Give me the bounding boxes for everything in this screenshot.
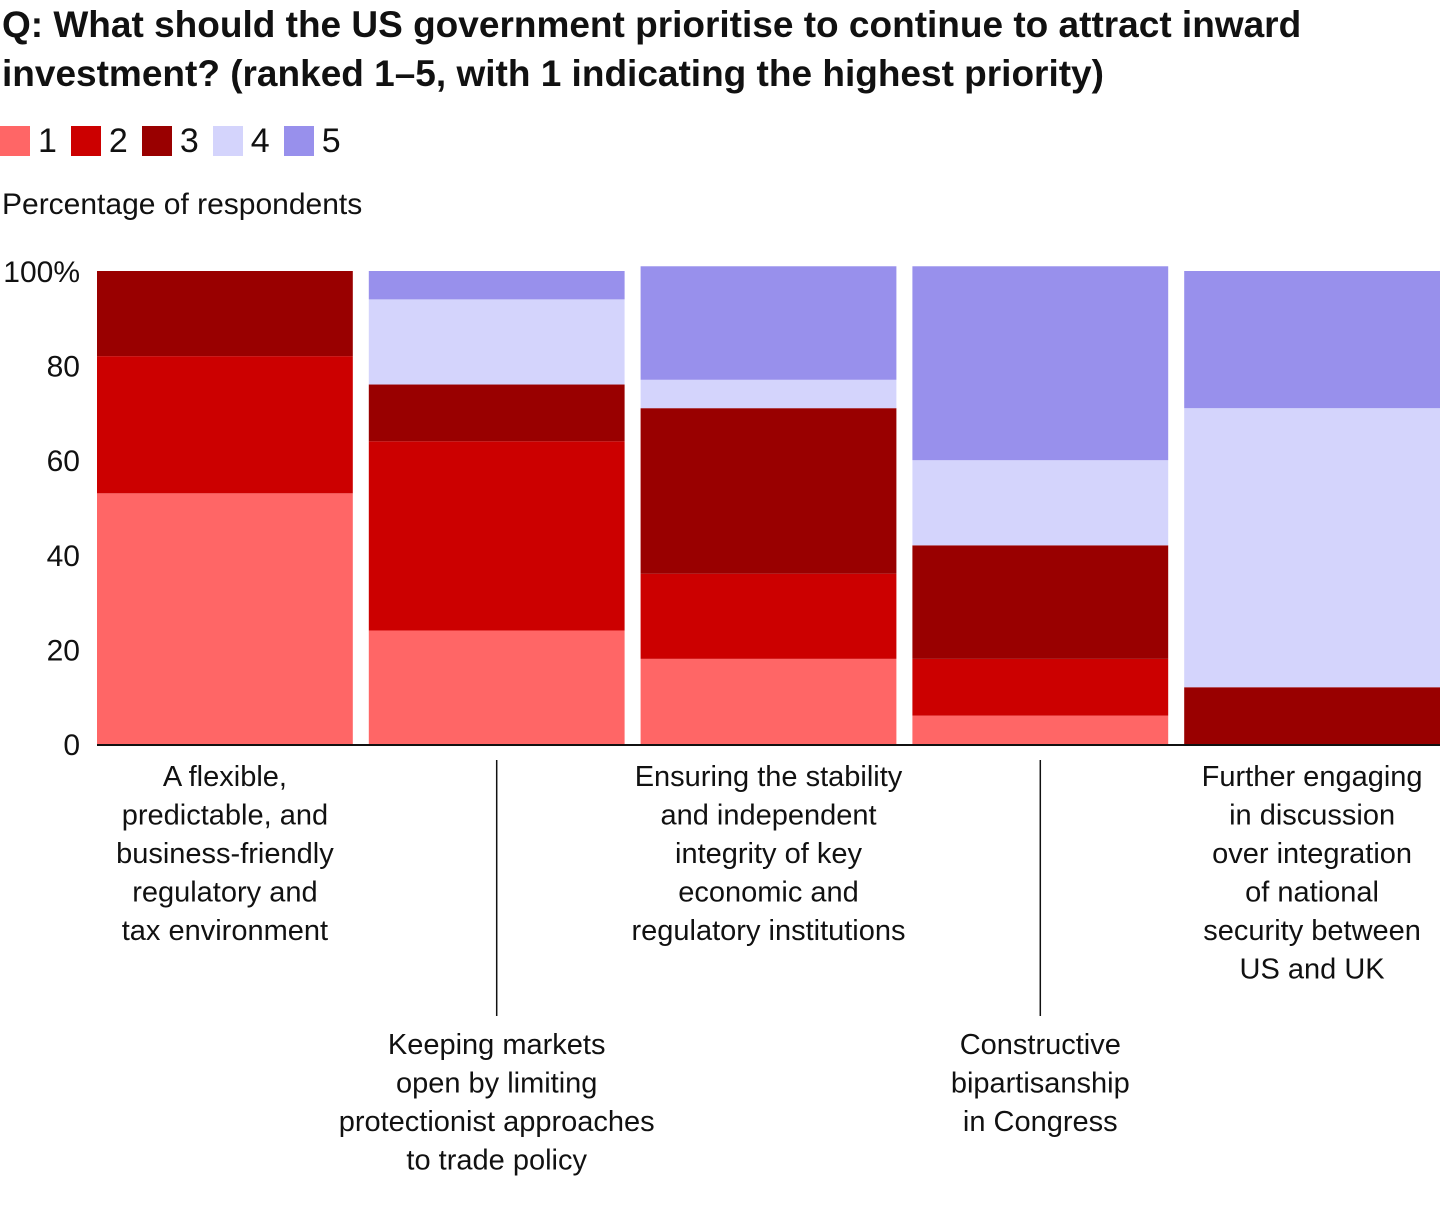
category-label-line: security between bbox=[1203, 915, 1421, 947]
bar-segment-rank-1 bbox=[368, 630, 625, 744]
category-label-line: A flexible, bbox=[163, 761, 287, 793]
bar-segment-rank-4 bbox=[368, 299, 625, 385]
legend-item-2: 2 bbox=[70, 121, 128, 161]
legend-label: 3 bbox=[179, 121, 199, 160]
bar-segment-rank-5 bbox=[640, 266, 897, 380]
y-tick-label: 80 bbox=[47, 351, 80, 384]
y-tick-label: 60 bbox=[47, 445, 80, 478]
y-axis-label: Percentage of respondents bbox=[2, 188, 363, 221]
bar-segment-rank-2 bbox=[368, 441, 625, 631]
legend-label: 2 bbox=[108, 121, 128, 160]
category-label-line: of national bbox=[1245, 877, 1379, 909]
category-label-line: in Congress bbox=[963, 1106, 1118, 1138]
legend-item-1: 1 bbox=[0, 122, 57, 161]
legend-swatch bbox=[70, 126, 101, 156]
category-label-line: and independent bbox=[660, 800, 876, 832]
legend-swatch bbox=[141, 126, 172, 156]
category-label-line: protectionist approaches bbox=[339, 1106, 655, 1138]
category-label-line: open by limiting bbox=[396, 1068, 598, 1100]
legend-label: 5 bbox=[321, 121, 341, 160]
y-tick-label: 40 bbox=[47, 540, 80, 573]
category-label-line: bipartisanship bbox=[951, 1068, 1130, 1100]
bar-segment-rank-1 bbox=[640, 658, 897, 744]
bar-segment-rank-5 bbox=[912, 266, 1169, 461]
category-label-line: predictable, and bbox=[122, 800, 328, 832]
legend-label: 4 bbox=[250, 121, 270, 160]
bar-segment-rank-4 bbox=[640, 379, 897, 409]
category-label: Keeping markets open by limiting protectio… bbox=[339, 1029, 655, 1177]
category-label: Constructive bipartisanship in Congress bbox=[951, 1029, 1130, 1138]
category-label-line: over integration bbox=[1212, 838, 1412, 870]
category-label-line: to trade policy bbox=[406, 1145, 587, 1177]
category-label-line: business-friendly bbox=[116, 838, 334, 870]
bar-segment-rank-5 bbox=[1184, 271, 1440, 409]
category-label-line: Ensuring the stability bbox=[635, 761, 903, 793]
legend-item-4: 4 bbox=[212, 121, 270, 161]
bar-segment-rank-5 bbox=[368, 271, 625, 300]
bar-segment-rank-2 bbox=[97, 356, 353, 494]
legend-item-3: 3 bbox=[141, 121, 199, 161]
category-label-line: tax environment bbox=[122, 915, 328, 947]
bar-segment-rank-2 bbox=[912, 658, 1169, 716]
legend-item-5: 5 bbox=[283, 121, 341, 161]
category-label-line: regulatory institutions bbox=[631, 915, 905, 947]
chart-title: Q: What should the US government priorit… bbox=[2, 4, 1302, 94]
bar-segment-rank-3 bbox=[1184, 687, 1440, 744]
legend-label: 1 bbox=[38, 121, 57, 160]
bar-segment-rank-4 bbox=[912, 460, 1169, 546]
bar-segment-rank-1 bbox=[912, 715, 1169, 744]
category-label: Ensuring the stability and independent int… bbox=[631, 761, 905, 947]
y-tick-label: 20 bbox=[47, 634, 80, 667]
bar-segment-rank-2 bbox=[640, 573, 897, 659]
category-label-line: Constructive bbox=[960, 1029, 1121, 1061]
category-label-line: Further engaging bbox=[1202, 761, 1423, 793]
category-label-line: US and UK bbox=[1240, 954, 1386, 986]
category-label-line: integrity of key bbox=[675, 838, 862, 870]
category-label-line: in discussion bbox=[1229, 800, 1395, 832]
category-label: A flexible, predictable, and business-frie… bbox=[116, 761, 334, 947]
bar-segment-rank-3 bbox=[368, 384, 625, 442]
bar-segment-rank-3 bbox=[97, 271, 353, 357]
y-tick-label: 0 bbox=[63, 729, 80, 762]
bar-segment-rank-4 bbox=[1184, 408, 1440, 688]
legend-swatch bbox=[212, 126, 243, 156]
bar-segment-rank-3 bbox=[640, 408, 897, 574]
legend-swatch bbox=[0, 126, 30, 156]
y-tick-label: 100% bbox=[3, 256, 80, 289]
category-label: Further engaging in discussion over integr… bbox=[1202, 761, 1423, 986]
category-label-line: economic and bbox=[678, 877, 859, 909]
category-label-line: Keeping markets bbox=[388, 1029, 606, 1061]
legend: 1 2 3 4 5 bbox=[0, 121, 355, 161]
bar-segment-rank-3 bbox=[912, 545, 1169, 659]
category-label-line: regulatory and bbox=[132, 877, 317, 909]
legend-swatch bbox=[283, 126, 314, 156]
bar-segment-rank-1 bbox=[97, 493, 353, 744]
